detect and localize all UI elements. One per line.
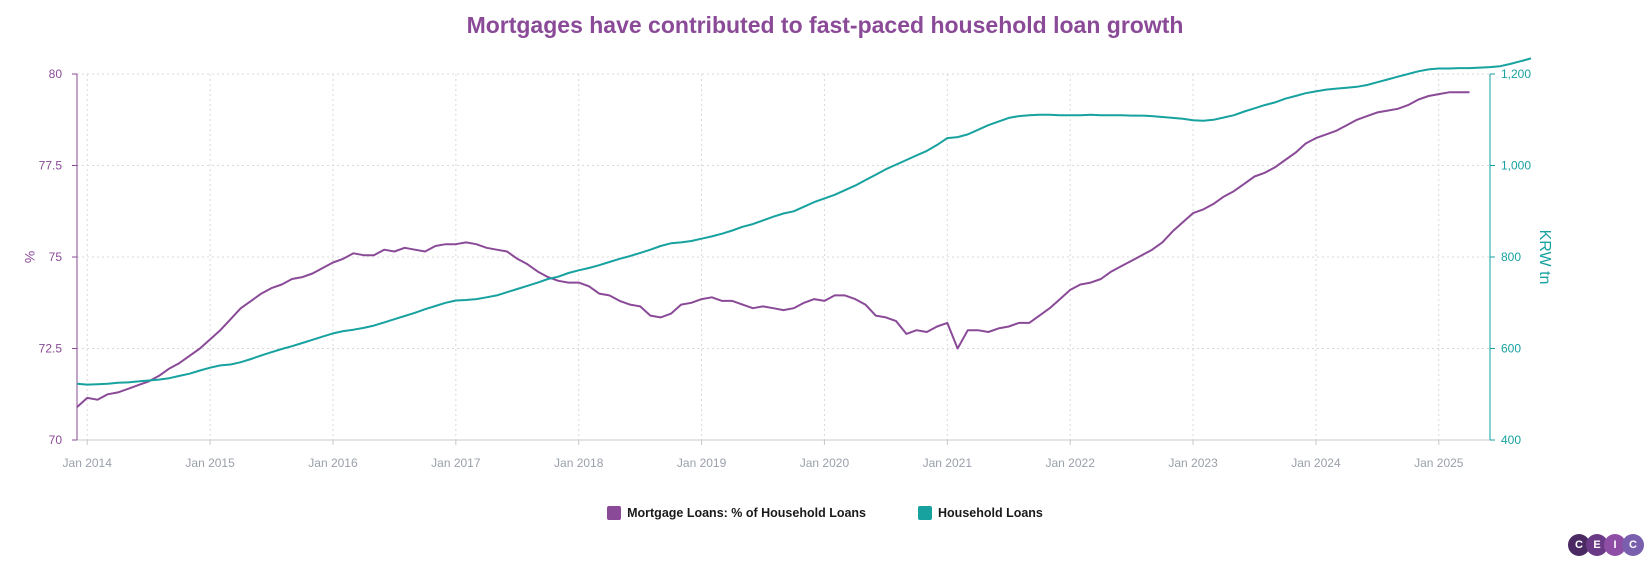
x-tick-label: Jan 2015 <box>185 456 235 470</box>
y-left-tick-label: 80 <box>49 67 63 81</box>
x-tick-label: Jan 2014 <box>63 456 113 470</box>
x-tick-label: Jan 2016 <box>308 456 358 470</box>
x-tick-label: Jan 2019 <box>677 456 727 470</box>
x-tick-label: Jan 2024 <box>1291 456 1341 470</box>
chart-legend: Mortgage Loans: % of Household Loans Hou… <box>0 506 1650 520</box>
series-line-household-loans <box>76 57 1532 386</box>
legend-label-mortgage: Mortgage Loans: % of Household Loans <box>627 506 867 520</box>
y-left-tick-label: 75 <box>49 250 63 264</box>
x-tick-label: Jan 2025 <box>1414 456 1464 470</box>
y-right-tick-label: 1,200 <box>1501 67 1531 81</box>
y-left-tick-label: 72.5 <box>39 342 63 356</box>
y-left-tick-label: 77.5 <box>39 159 63 173</box>
chart-title: Mortgages have contributed to fast-paced… <box>466 12 1184 38</box>
y-right-tick-label: 400 <box>1501 433 1521 447</box>
logo-letter: C <box>1568 534 1590 556</box>
legend-swatch-mortgage <box>607 506 622 520</box>
x-tick-label: Jan 2022 <box>1046 456 1096 470</box>
logo-letter: E <box>1586 534 1608 556</box>
legend-item-mortgage[interactable]: Mortgage Loans: % of Household Loans <box>607 506 866 520</box>
chart-svg: 70 72.5 75 77.5 80 400 600 800 1,000 1,200 Jan 201… <box>22 57 1553 470</box>
legend-label-household-loans: Household Loans <box>938 506 1043 520</box>
series-line-mortgage-share <box>76 91 1470 408</box>
x-tick-label: Jan 2023 <box>1168 456 1218 470</box>
x-tick-label: Jan 2020 <box>800 456 850 470</box>
y-right-tick-label: 600 <box>1501 342 1521 356</box>
x-tick-label: Jan 2017 <box>431 456 481 470</box>
y-left-tick-label: 70 <box>49 433 63 447</box>
y-right-axis-title: KRW tn <box>1536 230 1553 285</box>
y-left-axis-title: % <box>22 251 38 263</box>
y-right-tick-label: 800 <box>1501 250 1521 264</box>
legend-swatch-household-loans <box>918 506 933 520</box>
logo-letter: C <box>1622 534 1644 556</box>
x-tick-label: Jan 2018 <box>554 456 604 470</box>
legend-item-household-loans[interactable]: Household Loans <box>918 506 1043 520</box>
x-tick-label: Jan 2021 <box>923 456 973 470</box>
logo-letter: I <box>1604 534 1626 556</box>
y-right-tick-label: 1,000 <box>1501 159 1531 173</box>
